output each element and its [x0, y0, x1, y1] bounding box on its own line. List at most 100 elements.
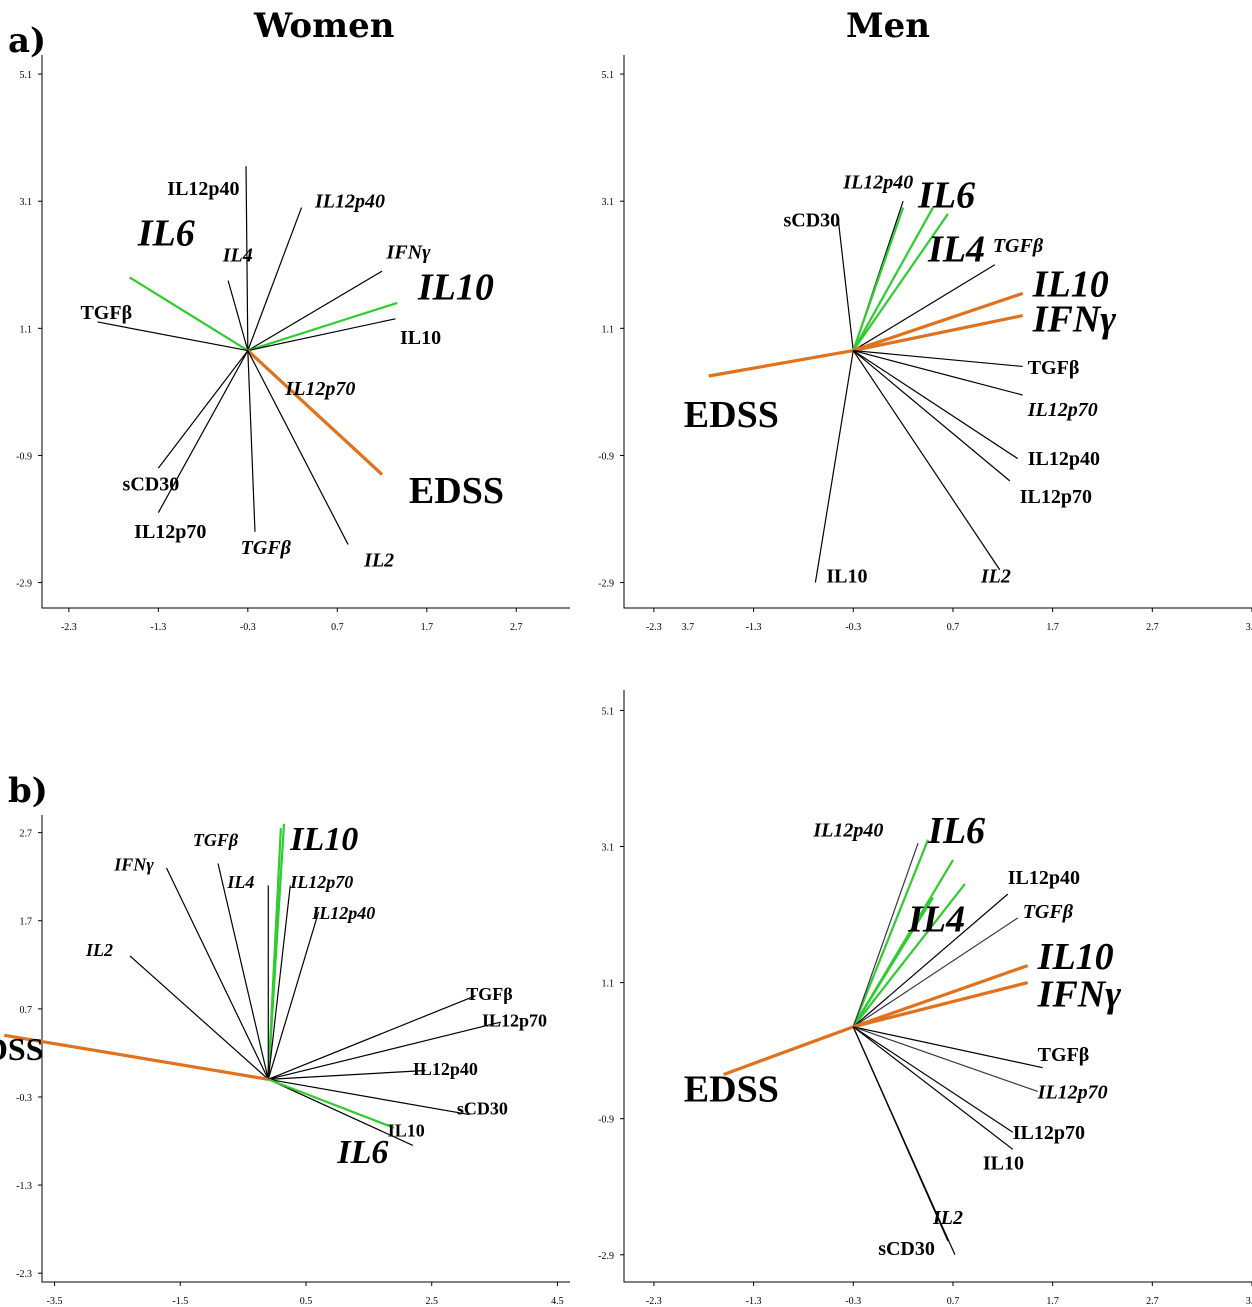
loading-vector	[852, 839, 930, 1028]
variable-label: IL12p40	[413, 1059, 478, 1079]
loading-vector	[247, 350, 256, 532]
y-tick-label: 5.1	[602, 706, 615, 717]
variable-label: IL12p40	[842, 171, 913, 193]
loading-vector	[853, 349, 1023, 368]
x-tick-label: -1.3	[150, 622, 166, 633]
variable-label: IL10	[388, 1121, 425, 1141]
variable-label: IL10	[826, 566, 867, 588]
y-tick-label: -0.9	[16, 451, 32, 462]
x-tick-label: 3.7	[1246, 1296, 1252, 1307]
loading-vector	[165, 867, 269, 1080]
loading-vector	[267, 885, 291, 1080]
y-tick-label: -0.3	[16, 1093, 32, 1104]
variable-label: IL6	[336, 1134, 388, 1171]
variable-label: sCD30	[878, 1238, 935, 1260]
variable-label: IL10	[1032, 264, 1109, 306]
loading-vector	[852, 213, 949, 352]
y-tick-label: 1.1	[602, 324, 615, 335]
variable-label: IL12p70	[284, 378, 355, 400]
loading-vector	[852, 350, 1011, 482]
variable-label: TGFβ	[80, 302, 132, 324]
loading-vector	[4, 1033, 269, 1081]
variable-label: IL12p70	[1027, 399, 1098, 421]
y-tick-label: 5.1	[602, 70, 615, 81]
loading-vector	[129, 955, 269, 1080]
loading-vector	[852, 350, 1001, 571]
variable-label: IL12p40	[314, 191, 385, 213]
variable-label: IL10	[417, 267, 494, 309]
x-tick-label: -0.3	[845, 622, 861, 633]
x-tick-label: -1.3	[746, 1296, 762, 1307]
axis-frame	[41, 815, 570, 1283]
variable-label: IL2	[363, 550, 394, 572]
y-tick-label: 3.1	[20, 197, 33, 208]
variable-label: TGFβ	[1023, 901, 1074, 923]
variable-label: TGFβ	[1038, 1044, 1090, 1066]
y-tick-label: -1.3	[16, 1181, 32, 1192]
x-tick-label: 1.7	[421, 622, 434, 633]
loading-vector	[268, 1069, 426, 1080]
variable-label: IL2	[980, 566, 1011, 588]
loading-vector	[852, 842, 919, 1028]
variable-label: IL2	[932, 1207, 963, 1229]
x-tick-label: -2.3	[646, 622, 662, 633]
y-tick-label: -2.3	[16, 1269, 32, 1280]
y-tick-label: 2.7	[20, 829, 33, 840]
loading-vector	[852, 1026, 1014, 1150]
y-tick-label: 0.7	[20, 1005, 33, 1016]
x-tick-label: 2.5	[425, 1296, 438, 1307]
loading-vector	[852, 207, 934, 352]
x-tick-label: 0.5	[300, 1296, 313, 1307]
loading-vector	[247, 301, 398, 352]
variable-label: IL12p40	[812, 819, 883, 841]
variable-label: IL10	[983, 1153, 1024, 1175]
variable-label: sCD30	[783, 210, 840, 232]
loading-vector	[723, 1025, 854, 1076]
loading-vector	[852, 1026, 956, 1256]
x-tick-label: -2.3	[646, 1296, 662, 1307]
y-tick-label: -0.9	[598, 451, 614, 462]
variable-label: IL12p70	[134, 521, 206, 543]
axis-frame	[41, 55, 570, 609]
variable-label: IL6	[137, 213, 195, 255]
column-title-men: Men	[846, 6, 930, 46]
x-tick-label: 3.7	[1246, 622, 1252, 633]
loading-vector	[268, 1078, 414, 1146]
loading-vector	[814, 350, 854, 583]
variable-label: IL4	[927, 229, 985, 271]
loading-vector	[852, 917, 1019, 1028]
plot-b-men: -2.3 -1.3 -0.3 0.7 1.7 2.7 3.7 5.1 3.1 1.1 -0.9 -2.…	[598, 690, 1252, 1307]
variable-label: TGFβ	[993, 235, 1044, 257]
loading-vector	[852, 883, 966, 1028]
variable-label: IL10	[1037, 936, 1114, 978]
variable-label: EDSS	[409, 470, 504, 512]
y-tick-label: -0.9	[598, 1115, 614, 1126]
variable-label: IL6	[917, 175, 975, 217]
loading-vector	[853, 1026, 1038, 1093]
variable-label: IFNγ	[113, 855, 154, 875]
x-tick-label: 4.5	[551, 1296, 564, 1307]
loading-vector	[129, 276, 249, 352]
y-tick-label: 1.7	[20, 917, 33, 928]
loading-vector	[852, 893, 1009, 1028]
variable-label: IFNγ	[386, 241, 432, 263]
variable-label: IL12p40	[311, 903, 375, 923]
y-tick-label: 5.1	[20, 70, 33, 81]
loading-vector	[247, 350, 349, 545]
loading-vector	[853, 349, 1023, 396]
variable-label: IL4	[222, 245, 253, 267]
loading-vector	[852, 350, 1019, 460]
loading-vector	[267, 828, 282, 1080]
axis-frame	[623, 55, 1252, 609]
loading-vector	[708, 348, 854, 378]
variable-label: IL10	[400, 327, 441, 349]
x-tick-label: 0.7	[947, 622, 960, 633]
loading-vector	[852, 264, 996, 352]
x-tick-label: 0.7	[947, 1296, 960, 1307]
plot-a-men: -2.3 -1.3 -0.3 0.7 1.7 2.7 3.7 5.1 3.1 1.1 -0.9 -2.…	[598, 55, 1252, 633]
x-tick-label: -3.5	[47, 1296, 63, 1307]
x-tick-label: 0.7	[331, 622, 344, 633]
loading-vector	[267, 1078, 395, 1129]
x-tick-label: 1.7	[1046, 1296, 1059, 1307]
